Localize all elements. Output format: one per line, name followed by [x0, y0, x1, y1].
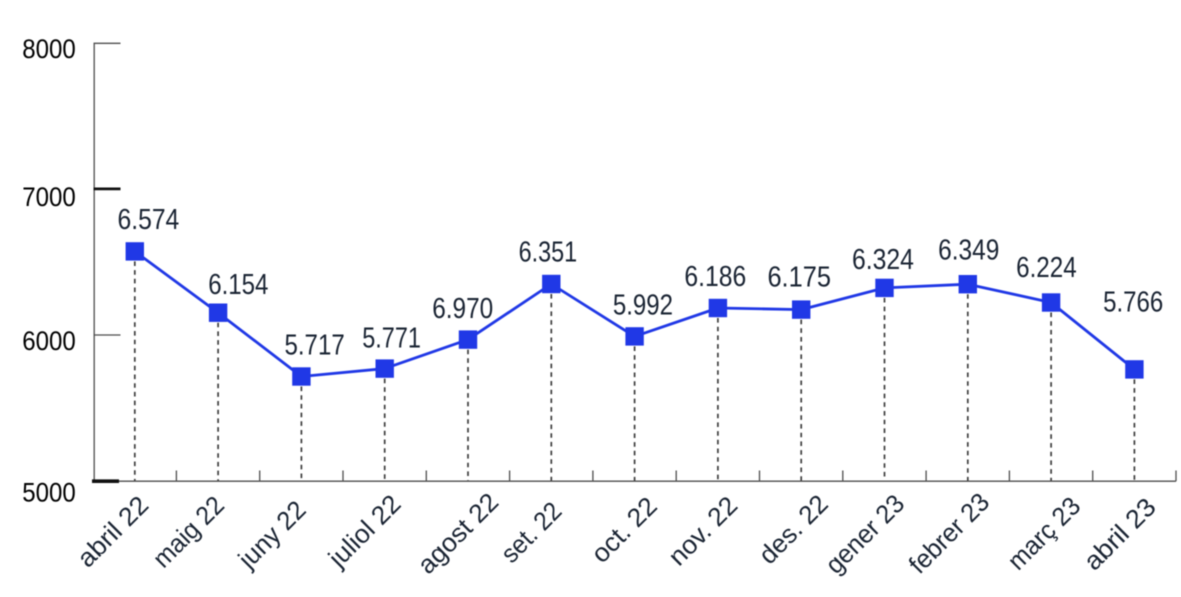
svg-text:6.154: 6.154: [208, 269, 268, 301]
svg-text:7000: 7000: [22, 182, 76, 212]
svg-text:6.224: 6.224: [1016, 252, 1077, 284]
svg-text:6000: 6000: [22, 326, 76, 356]
svg-text:6.324: 6.324: [852, 244, 914, 276]
svg-text:6.349: 6.349: [938, 234, 999, 266]
svg-text:5.771: 5.771: [362, 323, 421, 355]
svg-text:8000: 8000: [22, 34, 76, 64]
svg-text:6.175: 6.175: [767, 262, 831, 294]
svg-text:6.970: 6.970: [432, 293, 493, 325]
svg-text:5000: 5000: [22, 478, 76, 508]
svg-text:5.717: 5.717: [285, 330, 345, 362]
svg-text:6.186: 6.186: [684, 261, 746, 293]
svg-text:6.574: 6.574: [118, 204, 180, 236]
svg-text:6.351: 6.351: [519, 237, 578, 269]
svg-text:5.766: 5.766: [1103, 287, 1163, 319]
svg-text:5.992: 5.992: [613, 289, 673, 321]
